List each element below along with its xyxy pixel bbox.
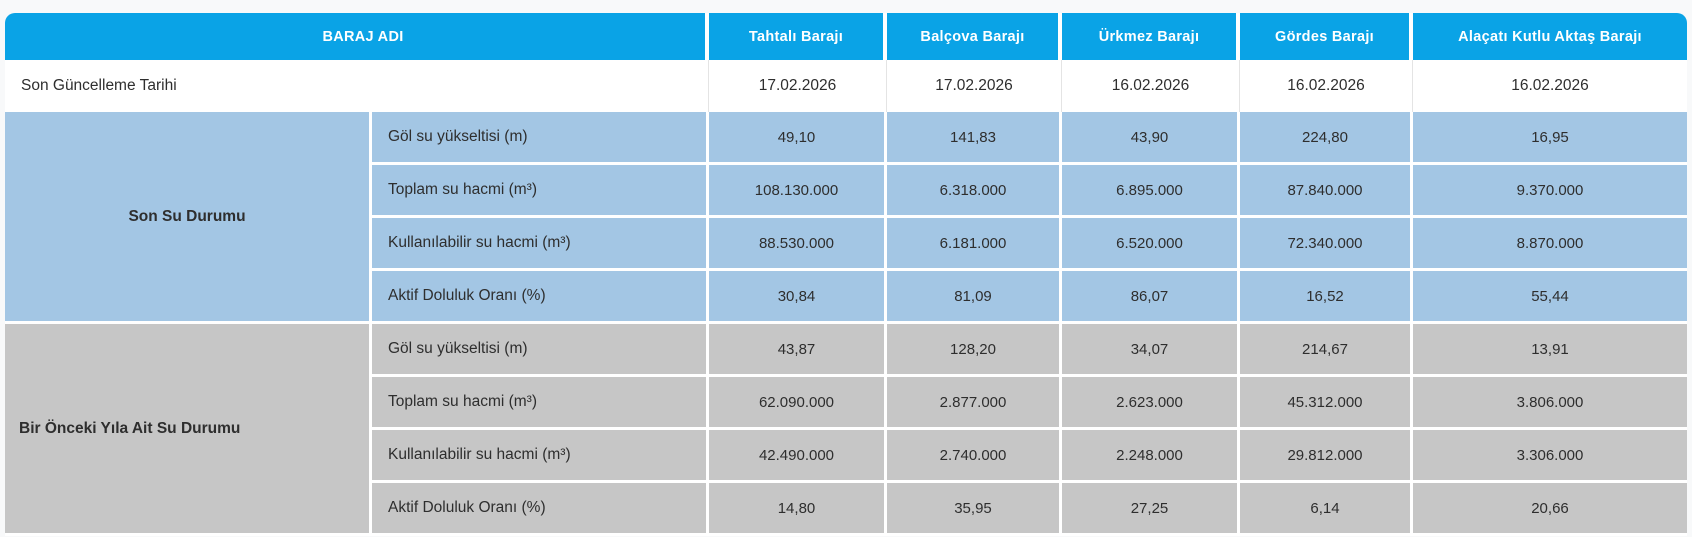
last-update-value-urkmez: 16.02.2026 (1062, 60, 1240, 112)
value-cell: 81,09 (887, 271, 1062, 324)
value-cell: 35,95 (887, 483, 1062, 536)
value-cell: 2.248.000 (1062, 430, 1240, 483)
value-cell: 14,80 (709, 483, 887, 536)
header-cell-urkmez: Ürkmez Barajı (1062, 13, 1240, 60)
value-cell: 16,95 (1413, 112, 1687, 165)
value-cell: 72.340.000 (1240, 218, 1413, 271)
table-row: Bir Önceki Yıla Ait Su Durumu Göl su yük… (5, 324, 1687, 536)
row-label-fill-rate: Aktif Doluluk Oranı (%) (372, 271, 709, 324)
last-update-value-balcova: 17.02.2026 (887, 60, 1062, 112)
value-cell: 30,84 (709, 271, 887, 324)
row-label-usable-volume: Kullanılabilir su hacmi (m³) (372, 218, 709, 271)
table-row: Son Su Durumu Göl su yükseltisi (m) 49,1… (5, 112, 1687, 324)
last-update-value-tahtali: 17.02.2026 (709, 60, 887, 112)
value-cell: 6.181.000 (887, 218, 1062, 271)
value-cell: 2.740.000 (887, 430, 1062, 483)
header-cell-alacati: Alaçatı Kutlu Aktaş Barajı (1413, 13, 1687, 60)
row-label-fill-rate: Aktif Doluluk Oranı (%) (372, 483, 709, 536)
row-label-usable-volume: Kullanılabilir su hacmi (m³) (372, 430, 709, 483)
value-cell: 55,44 (1413, 271, 1687, 324)
value-cell: 6.520.000 (1062, 218, 1240, 271)
value-cell: 88.530.000 (709, 218, 887, 271)
row-label-lake-level: Göl su yükseltisi (m) (372, 324, 709, 377)
value-cell: 3.306.000 (1413, 430, 1687, 483)
value-cell: 20,66 (1413, 483, 1687, 536)
last-update-value-alacati: 16.02.2026 (1413, 60, 1687, 112)
value-cell: 9.370.000 (1413, 165, 1687, 218)
value-cell: 6.318.000 (887, 165, 1062, 218)
section-title-previous-year: Bir Önceki Yıla Ait Su Durumu (5, 324, 372, 536)
value-cell: 3.806.000 (1413, 377, 1687, 430)
value-cell: 34,07 (1062, 324, 1240, 377)
value-cell: 62.090.000 (709, 377, 887, 430)
table-row: Kullanılabilir su hacmi (m³) 88.530.000 … (5, 218, 1687, 271)
table-row: Aktif Doluluk Oranı (%) 14,80 35,95 27,2… (5, 483, 1687, 536)
header-row: BARAJ ADI Tahtalı Barajı Balçova Barajı … (5, 13, 1687, 60)
table-row: Aktif Doluluk Oranı (%) 30,84 81,09 86,0… (5, 271, 1687, 324)
last-update-label: Son Güncelleme Tarihi (5, 60, 709, 112)
last-update-row: Son Güncelleme Tarihi 17.02.2026 17.02.2… (5, 60, 1687, 112)
value-cell: 87.840.000 (1240, 165, 1413, 218)
row-label-total-volume: Toplam su hacmi (m³) (372, 377, 709, 430)
value-cell: 16,52 (1240, 271, 1413, 324)
value-cell: 42.490.000 (709, 430, 887, 483)
value-cell: 2.623.000 (1062, 377, 1240, 430)
value-cell: 43,90 (1062, 112, 1240, 165)
value-cell: 45.312.000 (1240, 377, 1413, 430)
value-cell: 8.870.000 (1413, 218, 1687, 271)
row-label-total-volume: Toplam su hacmi (m³) (372, 165, 709, 218)
value-cell: 6,14 (1240, 483, 1413, 536)
value-cell: 214,67 (1240, 324, 1413, 377)
value-cell: 2.877.000 (887, 377, 1062, 430)
value-cell: 224,80 (1240, 112, 1413, 165)
value-cell: 43,87 (709, 324, 887, 377)
header-cell-tahtali: Tahtalı Barajı (709, 13, 887, 60)
table-row: Toplam su hacmi (m³) 62.090.000 2.877.00… (5, 377, 1687, 430)
value-cell: 29.812.000 (1240, 430, 1413, 483)
section-title-recent: Son Su Durumu (5, 112, 372, 324)
value-cell: 128,20 (887, 324, 1062, 377)
value-cell: 49,10 (709, 112, 887, 165)
header-cell-baraj-adi: BARAJ ADI (5, 13, 709, 60)
value-cell: 141,83 (887, 112, 1062, 165)
value-cell: 27,25 (1062, 483, 1240, 536)
table-row: Toplam su hacmi (m³) 108.130.000 6.318.0… (5, 165, 1687, 218)
row-label-lake-level: Göl su yükseltisi (m) (372, 112, 709, 165)
header-cell-balcova: Balçova Barajı (887, 13, 1062, 60)
header-cell-gordes: Gördes Barajı (1240, 13, 1413, 60)
value-cell: 6.895.000 (1062, 165, 1240, 218)
last-update-value-gordes: 16.02.2026 (1240, 60, 1413, 112)
dam-status-table: BARAJ ADI Tahtalı Barajı Balçova Barajı … (5, 13, 1687, 536)
value-cell: 108.130.000 (709, 165, 887, 218)
table-row: Kullanılabilir su hacmi (m³) 42.490.000 … (5, 430, 1687, 483)
value-cell: 13,91 (1413, 324, 1687, 377)
value-cell: 86,07 (1062, 271, 1240, 324)
